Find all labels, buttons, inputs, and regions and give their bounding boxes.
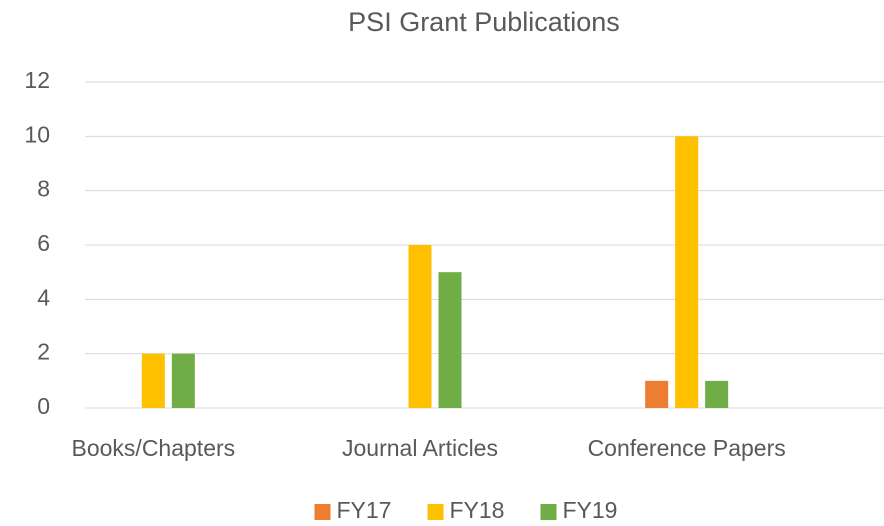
y-tick-label: 2 bbox=[37, 339, 50, 365]
y-tick-label: 0 bbox=[37, 393, 50, 419]
bar bbox=[705, 380, 729, 408]
legend-label: FY17 bbox=[337, 497, 392, 523]
x-tick-label: Conference Papers bbox=[588, 435, 786, 461]
y-tick-label: 4 bbox=[37, 284, 50, 310]
legend-swatch bbox=[314, 504, 331, 520]
bar bbox=[438, 272, 462, 408]
bar bbox=[171, 353, 195, 408]
bar bbox=[645, 380, 669, 408]
x-tick-label: Journal Articles bbox=[342, 435, 498, 461]
bar bbox=[408, 245, 432, 408]
bar bbox=[141, 353, 165, 408]
legend-label: FY19 bbox=[563, 497, 618, 523]
bar bbox=[675, 136, 699, 409]
legend-label: FY18 bbox=[450, 497, 505, 523]
y-tick-label: 6 bbox=[37, 230, 50, 256]
y-tick-label: 12 bbox=[24, 67, 50, 93]
y-tick-label: 8 bbox=[37, 176, 50, 202]
x-tick-label: Books/Chapters bbox=[72, 435, 236, 461]
legend-swatch bbox=[540, 504, 557, 520]
y-tick-label: 10 bbox=[24, 121, 50, 147]
legend-swatch bbox=[427, 504, 444, 520]
chart-title: PSI Grant Publications bbox=[348, 7, 620, 37]
